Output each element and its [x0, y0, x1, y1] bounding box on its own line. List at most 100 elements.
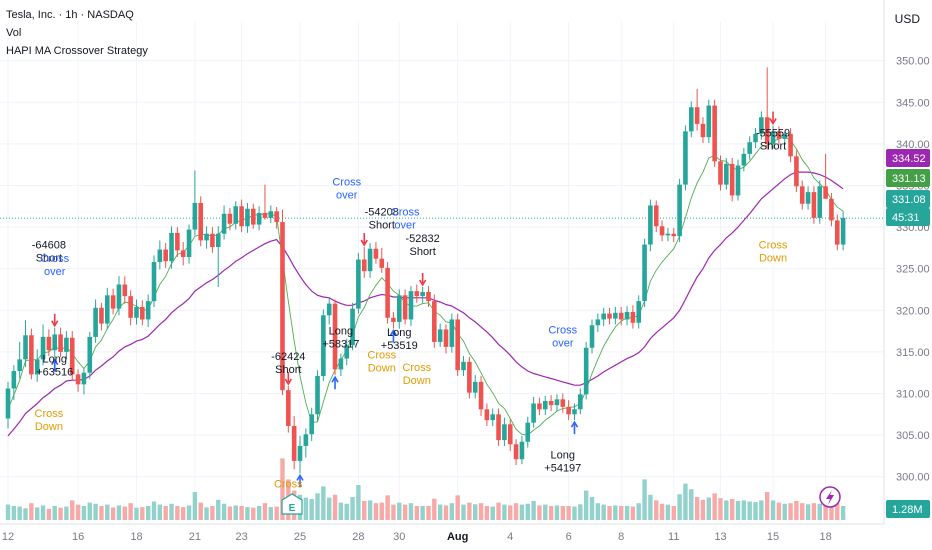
candle-body: [321, 315, 326, 377]
volume-bar: [835, 503, 840, 520]
volume-bar: [665, 504, 671, 520]
earnings-marker-icon[interactable]: E: [281, 493, 303, 515]
candle-body: [659, 226, 665, 236]
price-tag: 45:31: [886, 208, 930, 226]
candle: [34, 349, 40, 382]
candle: [52, 327, 58, 358]
candle: [753, 128, 758, 149]
volume-bar: [216, 499, 221, 520]
volume-bar: [233, 505, 238, 520]
volume-bar: [519, 504, 525, 520]
annotation-text: -52832: [406, 233, 440, 245]
candle-body: [601, 313, 606, 320]
candle: [759, 111, 764, 140]
candle-body: [69, 337, 75, 375]
time-tick-label: 13: [714, 531, 726, 543]
volume-bar: [548, 506, 554, 520]
lightning-icon[interactable]: [819, 486, 841, 508]
candle: [58, 327, 63, 357]
candle: [145, 294, 151, 327]
candle-body: [467, 361, 472, 393]
volume-bar: [408, 503, 414, 520]
candle-body: [192, 202, 198, 230]
candle: [81, 367, 87, 395]
candle: [554, 394, 560, 411]
candle: [116, 276, 122, 316]
price-tick-label: 310.00: [896, 389, 930, 401]
candle: [729, 158, 735, 202]
price-tick-label: 350.00: [896, 56, 930, 68]
candle: [747, 136, 752, 160]
grid: [0, 22, 884, 520]
volume-bar: [829, 501, 834, 520]
candle-body: [449, 319, 455, 347]
annotation-text: Short: [275, 364, 301, 376]
time-axis[interactable]: 12 16 18 21 23 25 28 30 Aug 4 6 8 11 13 15 18: [0, 523, 884, 543]
candle: [175, 227, 180, 258]
annotation-text: Short: [36, 253, 62, 265]
candle-body: [303, 434, 309, 446]
volume-bar: [572, 506, 577, 520]
candle-body: [40, 336, 46, 360]
candle-body: [163, 249, 168, 262]
volume-bar: [29, 503, 34, 520]
candle: [578, 388, 583, 415]
volume-bar: [706, 497, 711, 520]
price-tag-text: 45:31: [892, 212, 920, 224]
candle-body: [210, 233, 215, 248]
time-tick-label: 18: [130, 531, 142, 543]
volume-indicator-label[interactable]: Vol: [6, 27, 22, 39]
candle: [396, 289, 402, 329]
volume-bar: [712, 493, 717, 520]
candle: [636, 295, 642, 329]
candle-body: [151, 262, 157, 302]
candle-body: [11, 371, 17, 389]
symbol-title[interactable]: Tesla, Inc. · 1h · NASDAQ: [6, 9, 134, 21]
candle: [93, 299, 98, 343]
candle-body: [472, 381, 478, 393]
candle-body: [805, 192, 811, 204]
candle-body: [724, 163, 729, 185]
candle-body: [618, 312, 624, 320]
signal-markers: [51, 111, 777, 488]
volume-bar: [40, 505, 46, 520]
candle-body: [589, 325, 595, 348]
candle-body: [478, 381, 484, 410]
candle: [443, 324, 449, 354]
volume-bar: [595, 503, 601, 520]
annotation-text: Cross: [759, 240, 788, 252]
volume-bar: [624, 506, 630, 520]
short-entry-arrow: [360, 233, 368, 247]
candle: [286, 386, 291, 433]
volume-bar: [75, 504, 81, 520]
annotation-text: Short: [760, 140, 786, 152]
time-tick-label: 18: [819, 531, 831, 543]
volume-bar: [729, 499, 735, 520]
candle: [630, 305, 636, 329]
volume-bar: [794, 500, 799, 520]
volume-bar: [776, 502, 782, 520]
volume-bar: [694, 497, 700, 520]
price-axis[interactable]: 300.00305.00310.00315.00320.00325.00330.…: [883, 0, 932, 550]
volume-bar: [169, 503, 174, 520]
candle-body: [718, 161, 723, 185]
candle-body: [735, 165, 741, 196]
candle: [834, 214, 840, 251]
sma-fast-line: [7, 135, 844, 436]
candle: [496, 408, 501, 446]
candle: [408, 286, 414, 327]
volume-bar: [274, 506, 279, 520]
volume-bar: [543, 504, 548, 520]
candle: [607, 307, 612, 325]
chart-widgets[interactable]: E: [281, 486, 841, 515]
arrow-head: [331, 375, 339, 383]
currency-label[interactable]: USD: [894, 12, 920, 26]
annotation-text: +63516: [36, 367, 73, 379]
candle: [525, 416, 531, 448]
annotation-text: -62424: [271, 351, 305, 363]
long-entry-arrow: [570, 420, 579, 435]
strategy-indicator-label[interactable]: HAPI MA Crossover Strategy: [6, 45, 148, 57]
arrow-head: [360, 239, 368, 247]
